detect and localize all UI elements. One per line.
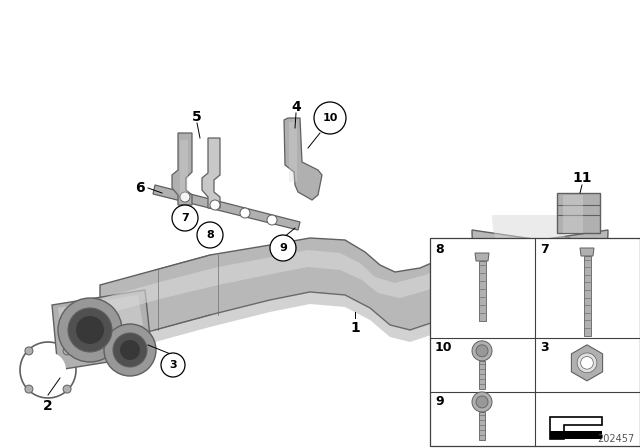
Polygon shape xyxy=(492,215,568,270)
Circle shape xyxy=(58,298,122,362)
Circle shape xyxy=(240,208,250,218)
Polygon shape xyxy=(153,185,300,230)
Polygon shape xyxy=(550,417,602,439)
Polygon shape xyxy=(102,248,538,315)
Text: 9: 9 xyxy=(279,243,287,253)
Polygon shape xyxy=(58,295,143,338)
Bar xyxy=(479,261,486,321)
Polygon shape xyxy=(30,352,66,388)
Circle shape xyxy=(267,215,277,225)
Polygon shape xyxy=(202,138,220,208)
FancyBboxPatch shape xyxy=(430,238,640,446)
Polygon shape xyxy=(289,122,297,182)
Circle shape xyxy=(210,200,220,210)
Circle shape xyxy=(172,205,198,231)
Circle shape xyxy=(161,353,185,377)
Polygon shape xyxy=(52,290,152,370)
Circle shape xyxy=(120,340,140,360)
Text: 8: 8 xyxy=(206,230,214,240)
Circle shape xyxy=(270,235,296,261)
Polygon shape xyxy=(284,118,322,200)
Polygon shape xyxy=(20,342,76,398)
Text: 10: 10 xyxy=(435,341,452,354)
Circle shape xyxy=(476,345,488,357)
Circle shape xyxy=(472,341,492,361)
Circle shape xyxy=(476,396,488,408)
Polygon shape xyxy=(472,230,608,320)
Circle shape xyxy=(527,317,533,323)
Polygon shape xyxy=(496,315,600,370)
Circle shape xyxy=(580,357,593,369)
Circle shape xyxy=(104,324,156,376)
Polygon shape xyxy=(180,140,188,200)
Polygon shape xyxy=(100,292,540,357)
Circle shape xyxy=(25,385,33,393)
Polygon shape xyxy=(475,253,489,261)
Bar xyxy=(479,361,485,389)
Circle shape xyxy=(76,316,104,344)
Circle shape xyxy=(472,392,492,412)
Bar xyxy=(584,256,591,336)
Bar xyxy=(479,412,485,440)
Text: 2: 2 xyxy=(43,399,53,413)
Text: 4: 4 xyxy=(291,100,301,114)
Polygon shape xyxy=(557,193,600,233)
Text: 3: 3 xyxy=(540,341,548,354)
Circle shape xyxy=(113,333,147,367)
Text: 9: 9 xyxy=(435,395,444,408)
Circle shape xyxy=(314,102,346,134)
Polygon shape xyxy=(512,305,568,337)
Text: 7: 7 xyxy=(181,213,189,223)
Text: 1: 1 xyxy=(350,321,360,335)
Circle shape xyxy=(180,192,190,202)
Polygon shape xyxy=(550,431,602,439)
Polygon shape xyxy=(530,238,575,298)
Text: 6: 6 xyxy=(135,181,145,195)
Text: 8: 8 xyxy=(435,243,444,256)
Text: 5: 5 xyxy=(192,110,202,124)
Circle shape xyxy=(25,347,33,355)
Circle shape xyxy=(63,347,71,355)
Polygon shape xyxy=(100,238,540,345)
Circle shape xyxy=(63,385,71,393)
Polygon shape xyxy=(563,195,583,233)
Polygon shape xyxy=(172,133,192,205)
Polygon shape xyxy=(580,248,594,256)
Text: 3: 3 xyxy=(169,360,177,370)
Text: 11: 11 xyxy=(572,171,592,185)
Text: 7: 7 xyxy=(540,243,548,256)
Circle shape xyxy=(197,222,223,248)
Text: 10: 10 xyxy=(323,113,338,123)
Polygon shape xyxy=(572,345,603,381)
Circle shape xyxy=(68,308,112,352)
Text: 202457: 202457 xyxy=(596,434,634,444)
Polygon shape xyxy=(577,353,597,373)
